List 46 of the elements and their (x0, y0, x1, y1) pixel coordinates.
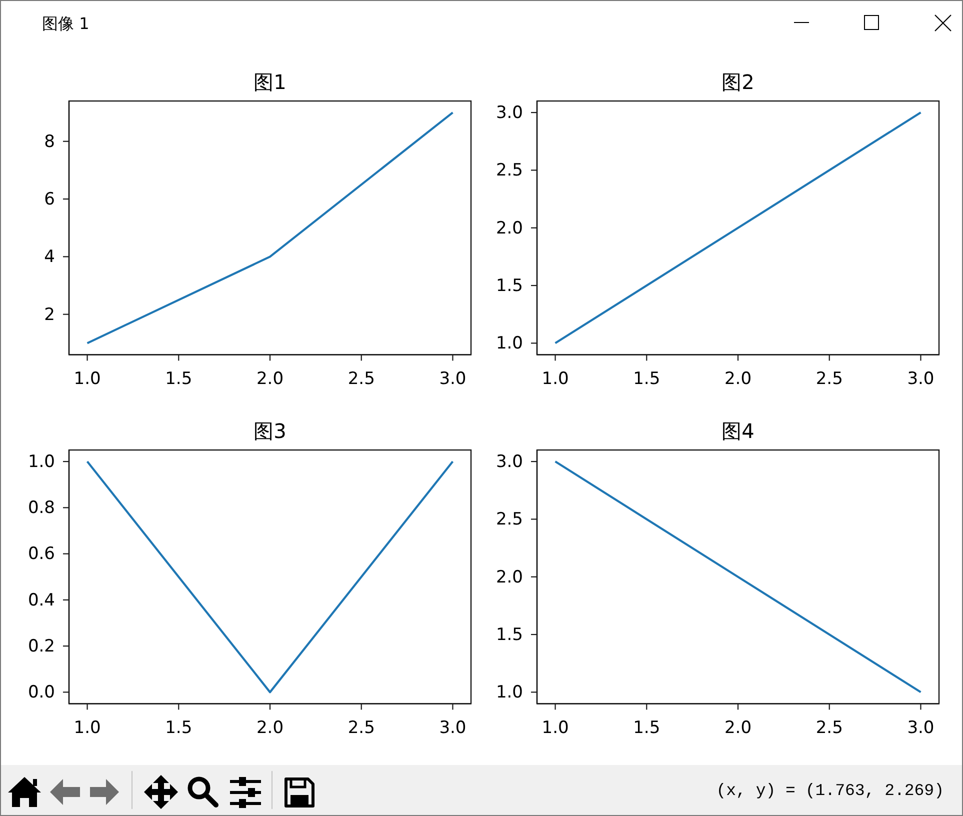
chart-title: 图4 (722, 419, 754, 443)
y-tick-label: 1.5 (496, 624, 523, 645)
x-tick-label: 1.0 (542, 368, 569, 389)
y-tick-label: 0.2 (28, 636, 55, 656)
text: 图像 1 (42, 14, 90, 33)
x-tick-label: 1.5 (165, 718, 192, 738)
x-tick-label: 1.5 (165, 368, 192, 389)
y-tick-label: 1.5 (496, 276, 523, 296)
chart-title: 图2 (722, 70, 754, 94)
x-tick-label: 2.0 (724, 718, 752, 738)
y-tick-label: 2.0 (496, 567, 523, 588)
x-tick-label: 2.5 (348, 368, 375, 389)
y-tick-label: 3.0 (496, 452, 523, 472)
x-tick-label: 3.0 (439, 368, 466, 389)
y-tick-label: 8 (44, 132, 55, 152)
chart-title: 图3 (254, 419, 286, 443)
y-tick-label: 0.8 (28, 498, 55, 518)
y-tick-label: 1.0 (496, 682, 523, 703)
text: (x, y) = (1.763, 2.269) (716, 781, 944, 800)
y-tick-label: 2 (44, 304, 55, 325)
y-tick-label: 1.0 (496, 334, 523, 354)
x-tick-label: 2.0 (724, 368, 752, 389)
x-tick-label: 3.0 (439, 718, 466, 738)
x-tick-label: 2.5 (348, 718, 375, 738)
chart-title: 图1 (254, 70, 286, 94)
y-tick-label: 2.5 (496, 160, 523, 181)
x-tick-label: 2.0 (256, 718, 284, 738)
y-tick-label: 2.0 (496, 218, 523, 238)
y-tick-label: 3.0 (496, 102, 523, 123)
x-tick-label: 2.5 (816, 368, 843, 389)
y-tick-label: 4 (44, 247, 55, 268)
y-tick-label: 0.4 (28, 590, 55, 610)
x-tick-label: 1.5 (633, 718, 660, 738)
x-tick-label: 1.0 (74, 718, 101, 738)
y-tick-label: 2.5 (496, 510, 523, 530)
x-tick-label: 3.0 (907, 718, 934, 738)
y-tick-label: 0.0 (28, 682, 55, 703)
x-tick-label: 2.5 (816, 718, 843, 738)
x-tick-label: 2.0 (256, 368, 284, 389)
x-tick-label: 1.0 (74, 368, 101, 389)
x-tick-label: 1.5 (633, 368, 660, 389)
y-tick-label: 0.6 (28, 544, 55, 564)
y-tick-label: 6 (44, 189, 55, 210)
x-tick-label: 3.0 (907, 368, 934, 389)
y-tick-label: 1.0 (28, 452, 55, 472)
x-tick-label: 1.0 (542, 718, 569, 738)
